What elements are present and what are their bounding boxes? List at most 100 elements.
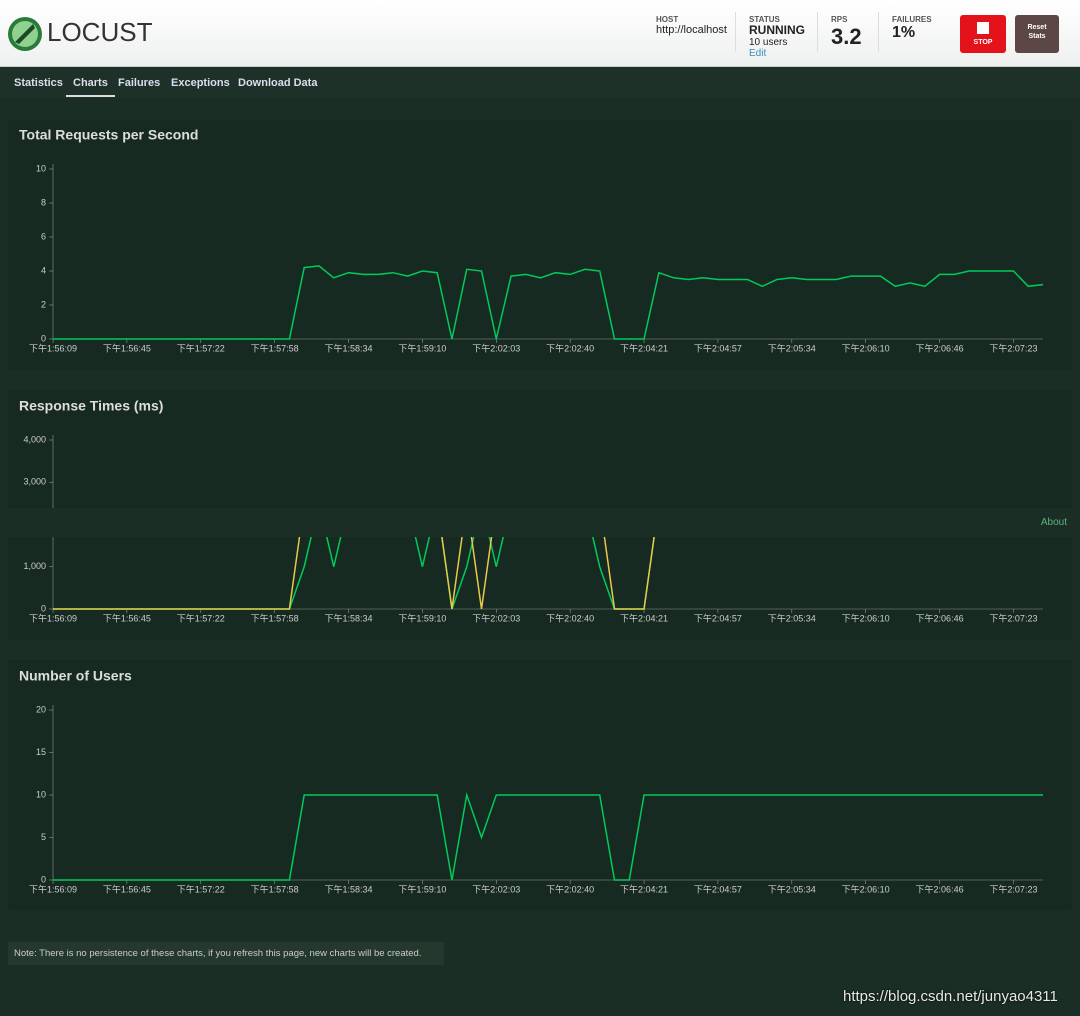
plot-lines — [53, 792, 1043, 881]
chart-title: Number of Users — [19, 668, 132, 684]
y-tick-label: 15 — [36, 747, 46, 757]
x-tick-label: 下午2:06:46 — [916, 612, 964, 623]
divider — [878, 12, 879, 52]
x-tick-label: 下午1:56:45 — [103, 342, 151, 353]
x-tick-label: 下午2:06:46 — [916, 883, 964, 894]
x-tick-label: 下午2:04:21 — [620, 883, 668, 894]
nav-tab[interactable]: Charts — [73, 77, 108, 89]
note: Note: There is no persistence of these c… — [8, 942, 444, 965]
x-tick-label: 下午1:57:22 — [177, 883, 225, 894]
stop-icon — [977, 22, 989, 34]
series-line — [53, 537, 655, 610]
logo-text: LOCUST — [47, 17, 153, 47]
x-tick-label: 下午2:02:03 — [472, 342, 520, 353]
x-tick-label: 下午2:05:34 — [768, 883, 816, 894]
x-tick-label: 下午2:06:10 — [842, 342, 890, 353]
y-tick-label: 1,000 — [23, 561, 46, 571]
y-tick-label: 2 — [41, 299, 46, 309]
reset-label: Reset — [1027, 24, 1047, 31]
y-tick-label: 3,000 — [23, 477, 46, 487]
chart-panel — [8, 120, 1072, 370]
y-tick-label: 5 — [41, 832, 46, 842]
x-tick-label: 下午2:07:23 — [989, 342, 1037, 353]
x-tick-label: 下午2:02:40 — [546, 612, 594, 623]
series-line — [53, 265, 1044, 340]
plot-lines — [53, 537, 655, 610]
y-tick-label: 0 — [41, 603, 46, 613]
y-tick-label: 8 — [41, 197, 46, 207]
y-tick-label: 4 — [41, 265, 46, 275]
x-tick-label: 下午1:57:58 — [251, 342, 299, 353]
host-label: HOST — [656, 15, 679, 24]
x-tick-label: 下午1:59:10 — [398, 883, 446, 894]
status-label: STATUS — [749, 15, 780, 24]
x-tick-label: 下午1:57:58 — [251, 612, 299, 623]
host: http://localhost — [656, 24, 727, 36]
y-tick-label: 6 — [41, 231, 46, 241]
x-tick-label: 下午2:02:03 — [472, 612, 520, 623]
x-tick-label: 下午2:05:34 — [768, 612, 816, 623]
x-tick-label: 下午2:02:03 — [472, 883, 520, 894]
reset-button[interactable]: Reset Stats — [1015, 15, 1059, 53]
x-tick-label: 下午2:02:40 — [546, 883, 594, 894]
y-tick-label: 4,000 — [23, 434, 46, 444]
y-tick-label: 0 — [41, 333, 46, 343]
x-tick-label: 下午1:59:10 — [398, 612, 446, 623]
nav-tab[interactable]: Statistics — [14, 77, 63, 89]
chart-panel — [8, 660, 1072, 910]
edit-link[interactable]: Edit — [749, 48, 767, 59]
x-tick-label: 下午2:07:23 — [989, 612, 1037, 623]
logo-icon — [8, 17, 42, 51]
about-link[interactable]: About — [1040, 517, 1067, 528]
failures-label: FAILURES — [892, 15, 932, 24]
x-tick-label: 下午1:58:34 — [325, 883, 373, 894]
y-tick-label: 10 — [36, 789, 46, 799]
stop-label: STOP — [973, 39, 993, 46]
x-tick-label: 下午1:57:58 — [251, 883, 299, 894]
nav-tab[interactable]: Exceptions — [171, 77, 230, 89]
x-tick-label: 下午2:04:21 — [620, 612, 668, 623]
x-tick-label: 下午1:56:45 — [103, 883, 151, 894]
divider — [735, 12, 736, 52]
chart-title: Total Requests per Second — [19, 127, 198, 143]
x-tick-label: 下午2:06:10 — [842, 612, 890, 623]
divider — [817, 12, 818, 52]
x-tick-label: 下午2:06:10 — [842, 883, 890, 894]
rps-label: RPS — [831, 15, 848, 24]
rps: 3.2 — [831, 24, 862, 49]
x-tick-label: 下午1:56:09 — [29, 342, 77, 353]
series-line — [53, 792, 1043, 881]
plot-lines — [53, 265, 1044, 340]
x-tick-label: 下午1:57:22 — [177, 612, 225, 623]
x-tick-label: 下午2:07:23 — [989, 883, 1037, 894]
x-tick-label: 下午2:04:57 — [694, 612, 742, 623]
x-tick-label: 下午2:04:57 — [694, 883, 742, 894]
y-tick-label: 20 — [36, 704, 46, 714]
x-tick-label: 下午1:58:34 — [325, 612, 373, 623]
y-tick-label: 10 — [36, 163, 46, 173]
x-tick-label: 下午2:04:21 — [620, 342, 668, 353]
nav-tab[interactable]: Download Data — [238, 77, 318, 89]
x-tick-label: 下午1:56:09 — [29, 612, 77, 623]
nav: Statistics Charts Failures Exceptions Downlo… — [0, 67, 1080, 98]
reset-label: Stats — [1028, 33, 1046, 40]
x-tick-label: 下午1:59:10 — [398, 342, 446, 353]
x-tick-label: 下午2:06:46 — [916, 342, 964, 353]
y-tick-label: 0 — [41, 874, 46, 884]
header: LOCUST HOST http://localhost STATUS RUNN… — [0, 0, 1080, 67]
x-tick-label: 下午2:04:57 — [694, 342, 742, 353]
x-tick-label: 下午2:02:40 — [546, 342, 594, 353]
stop-button[interactable]: STOP — [960, 15, 1006, 53]
x-tick-label: 下午1:56:09 — [29, 883, 77, 894]
x-tick-label: 下午1:57:22 — [177, 342, 225, 353]
x-tick-label: 下午2:05:34 — [768, 342, 816, 353]
active-underline — [66, 95, 115, 97]
x-tick-label: 下午1:58:34 — [325, 342, 373, 353]
overlay-strip: About — [0, 508, 1080, 537]
watermark: https://blog.csdn.net/junyao4311 — [843, 988, 1058, 1005]
chart-title: Response Times (ms) — [19, 398, 163, 414]
nav-tab[interactable]: Failures — [118, 77, 161, 89]
x-tick-label: 下午1:56:45 — [103, 612, 151, 623]
